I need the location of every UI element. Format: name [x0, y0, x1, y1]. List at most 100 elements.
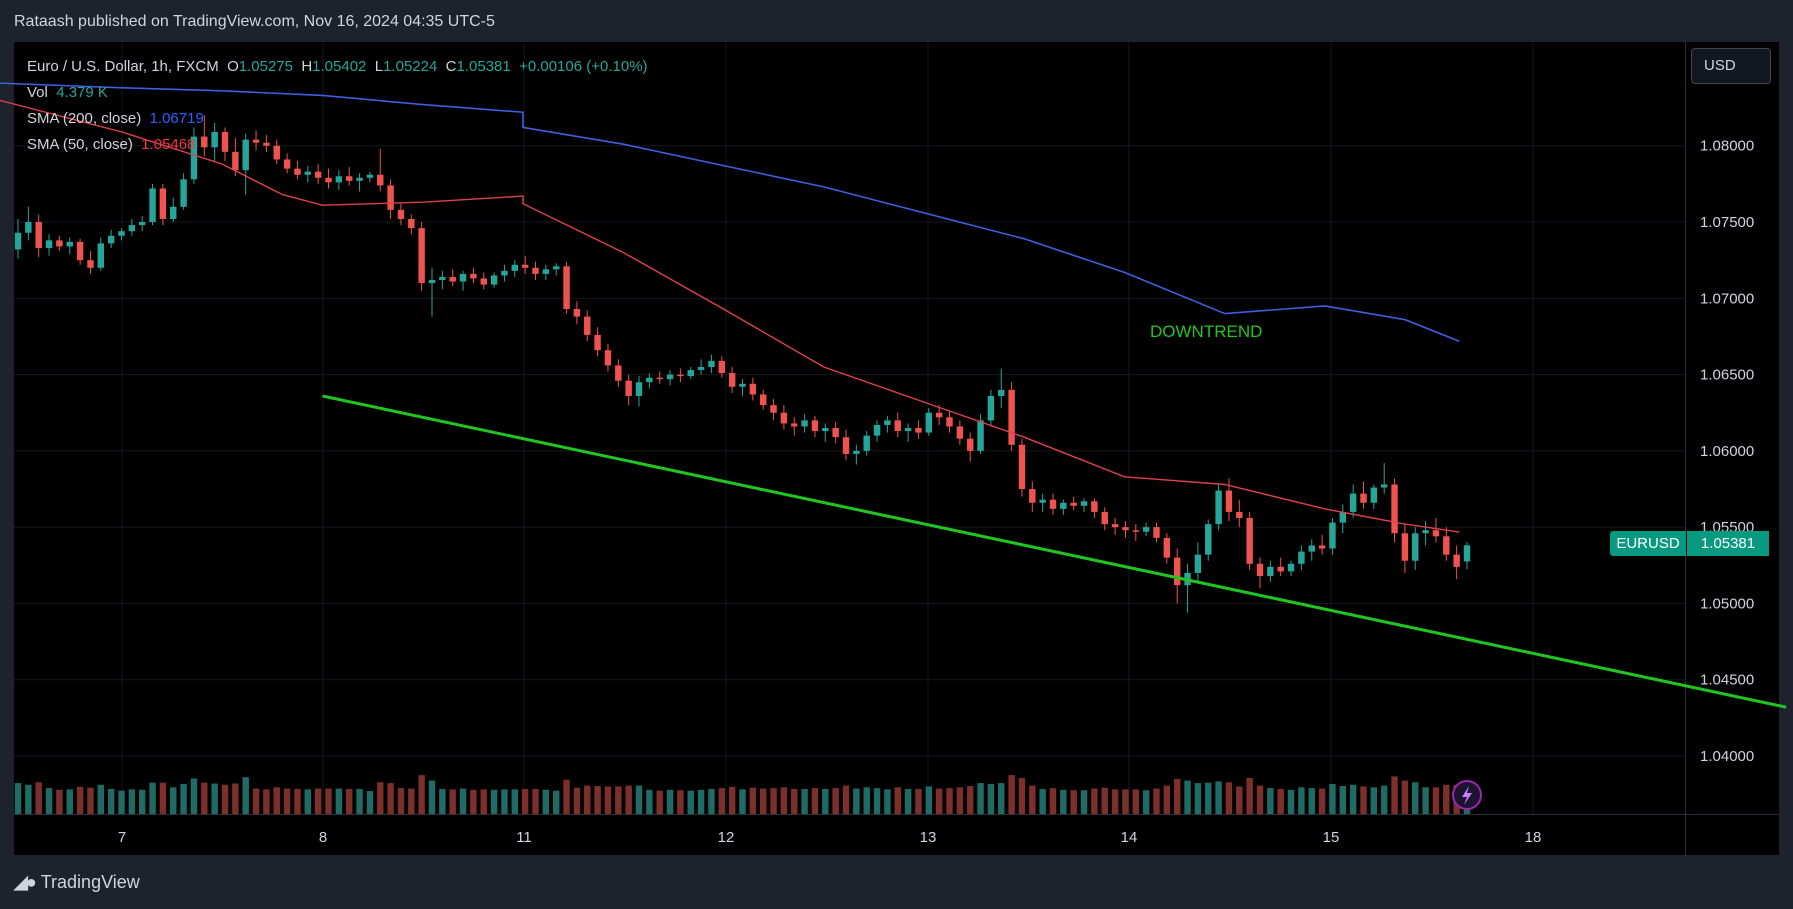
sma50-row[interactable]: SMA (50, close) 1.05468 — [27, 132, 648, 158]
candle-body — [842, 437, 850, 454]
candle-body — [1215, 490, 1222, 525]
sma200-row[interactable]: SMA (200, close) 1.06719 — [27, 106, 648, 132]
brand-logo[interactable]: ◢● TradingView — [14, 872, 140, 893]
candle-body — [470, 273, 477, 279]
candle-body — [1453, 554, 1460, 567]
candle-body — [1153, 527, 1160, 538]
lightning-icon[interactable] — [1452, 780, 1482, 810]
candle-body — [1277, 566, 1284, 572]
grid-lines — [14, 42, 1685, 814]
candle-body — [801, 420, 808, 427]
sma200-value: 1.06719 — [149, 110, 204, 127]
candle-body — [594, 334, 601, 351]
candle-body — [366, 174, 374, 178]
volume-bar — [439, 788, 446, 814]
candle-body — [904, 428, 912, 432]
candle-body — [946, 417, 953, 427]
volume-bar — [1318, 788, 1326, 814]
volume-bar — [1443, 784, 1450, 814]
candle-body — [490, 275, 498, 285]
candle-body — [635, 382, 643, 396]
last-price-symbol: EURUSD — [1610, 531, 1686, 556]
volume-bar — [1111, 789, 1119, 814]
time-tick: 12 — [718, 829, 735, 846]
candle-body — [615, 365, 622, 381]
candle-body — [1360, 493, 1367, 503]
volume-bar — [956, 787, 964, 814]
candle-body — [118, 231, 125, 236]
volume-bar — [325, 788, 332, 814]
price-tick: 1.04000 — [1700, 748, 1754, 765]
volume-bar — [1122, 789, 1129, 814]
candle-body — [1163, 537, 1171, 558]
candle-body — [128, 225, 136, 232]
volume-bar — [490, 789, 498, 814]
candle-body — [97, 243, 105, 268]
candle-body — [356, 177, 363, 181]
candle-body — [190, 136, 198, 180]
close-label: C — [445, 58, 457, 75]
candle-body — [584, 316, 591, 335]
volume-bar — [221, 784, 229, 814]
volume-value: 4.379 K — [56, 84, 108, 101]
candle-body — [1101, 511, 1108, 525]
volume-bar — [1432, 787, 1440, 814]
volume-bar — [1029, 785, 1036, 814]
volume-bar — [418, 775, 425, 814]
candle-body — [563, 266, 570, 309]
time-tick: 11 — [516, 829, 532, 846]
volume-bar — [966, 786, 974, 814]
time-axis[interactable]: 7 8 11 12 13 14 15 18 — [118, 829, 1542, 846]
candle-body — [232, 151, 239, 171]
candle-body — [666, 374, 674, 380]
candle-body — [428, 280, 436, 284]
candle-body — [759, 394, 767, 406]
candle-body — [966, 438, 974, 451]
volume-bar — [408, 788, 415, 814]
volume-bar — [25, 784, 32, 814]
volume-bar — [532, 788, 539, 814]
candle-body — [780, 412, 788, 424]
volume-bar — [66, 789, 73, 814]
candle-body — [1049, 499, 1057, 509]
candle-body — [542, 269, 550, 274]
candle-body — [1018, 444, 1026, 490]
volume-bar — [1215, 781, 1222, 814]
volume-bar — [35, 782, 42, 814]
candle-body — [1039, 499, 1046, 503]
volume-bar — [718, 788, 726, 814]
candle-body — [998, 389, 1005, 396]
time-tick: 15 — [1323, 829, 1340, 846]
candle-body — [1463, 545, 1471, 562]
candle-body — [728, 373, 736, 387]
candle-body — [873, 424, 881, 436]
candle-body — [304, 171, 312, 175]
volume-bar — [1360, 786, 1367, 814]
volume-bar — [697, 789, 705, 814]
volume-bar — [811, 788, 819, 814]
candle-body — [138, 222, 146, 226]
volume-bar — [1184, 780, 1191, 814]
candle-body — [35, 222, 42, 248]
candle-body — [925, 412, 933, 433]
volume-bar — [1401, 780, 1409, 814]
volume-bar — [1422, 787, 1429, 814]
candle-body — [1091, 501, 1098, 512]
volume-bar — [1370, 787, 1378, 814]
candle-body — [1173, 557, 1181, 586]
volume-bar — [625, 785, 632, 814]
low-label: L — [374, 58, 384, 75]
price-axis[interactable]: 1.080001.075001.070001.065001.060001.055… — [1700, 138, 1754, 765]
candle-body — [1298, 551, 1305, 564]
change-value: +0.00106 (+0.10%) — [519, 58, 648, 75]
volume-bar — [780, 787, 788, 814]
currency-button[interactable]: USD — [1691, 48, 1771, 84]
volume-bar — [584, 785, 591, 814]
volume-bar — [832, 788, 839, 814]
time-tick: 7 — [118, 829, 126, 846]
candle-body — [56, 240, 63, 247]
volume-bar — [252, 788, 260, 814]
time-tick: 13 — [920, 829, 937, 846]
sma50-value: 1.05468 — [141, 136, 196, 153]
